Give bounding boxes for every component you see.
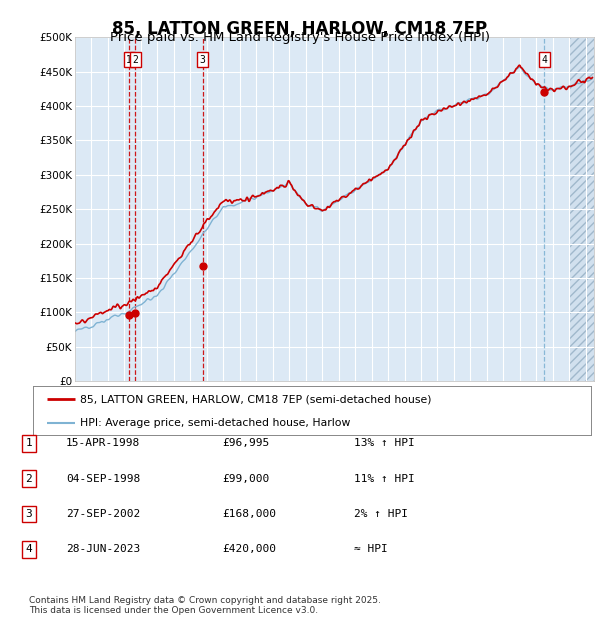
Text: 3: 3 — [25, 509, 32, 519]
Bar — [569, 37, 594, 381]
Text: 85, LATTON GREEN, HARLOW, CM18 7EP: 85, LATTON GREEN, HARLOW, CM18 7EP — [112, 20, 488, 38]
Text: 2% ↑ HPI: 2% ↑ HPI — [354, 509, 408, 519]
Bar — [569, 37, 594, 381]
Text: 13% ↑ HPI: 13% ↑ HPI — [354, 438, 415, 448]
Text: 11% ↑ HPI: 11% ↑ HPI — [354, 474, 415, 484]
Text: £99,000: £99,000 — [222, 474, 269, 484]
Text: £96,995: £96,995 — [222, 438, 269, 448]
Text: £168,000: £168,000 — [222, 509, 276, 519]
Text: 1: 1 — [25, 438, 32, 448]
Text: 4: 4 — [25, 544, 32, 554]
Text: 85, LATTON GREEN, HARLOW, CM18 7EP (semi-detached house): 85, LATTON GREEN, HARLOW, CM18 7EP (semi… — [80, 394, 432, 404]
Text: 27-SEP-2002: 27-SEP-2002 — [66, 509, 140, 519]
Text: £420,000: £420,000 — [222, 544, 276, 554]
Text: 2: 2 — [25, 474, 32, 484]
Text: 3: 3 — [200, 55, 205, 64]
Text: 04-SEP-1998: 04-SEP-1998 — [66, 474, 140, 484]
Text: 2: 2 — [133, 55, 139, 64]
Text: 28-JUN-2023: 28-JUN-2023 — [66, 544, 140, 554]
Text: 15-APR-1998: 15-APR-1998 — [66, 438, 140, 448]
Text: 1: 1 — [126, 55, 132, 64]
Text: Price paid vs. HM Land Registry's House Price Index (HPI): Price paid vs. HM Land Registry's House … — [110, 31, 490, 44]
Text: HPI: Average price, semi-detached house, Harlow: HPI: Average price, semi-detached house,… — [80, 418, 351, 428]
Text: 4: 4 — [541, 55, 547, 64]
Text: Contains HM Land Registry data © Crown copyright and database right 2025.
This d: Contains HM Land Registry data © Crown c… — [29, 596, 380, 615]
Text: ≈ HPI: ≈ HPI — [354, 544, 388, 554]
